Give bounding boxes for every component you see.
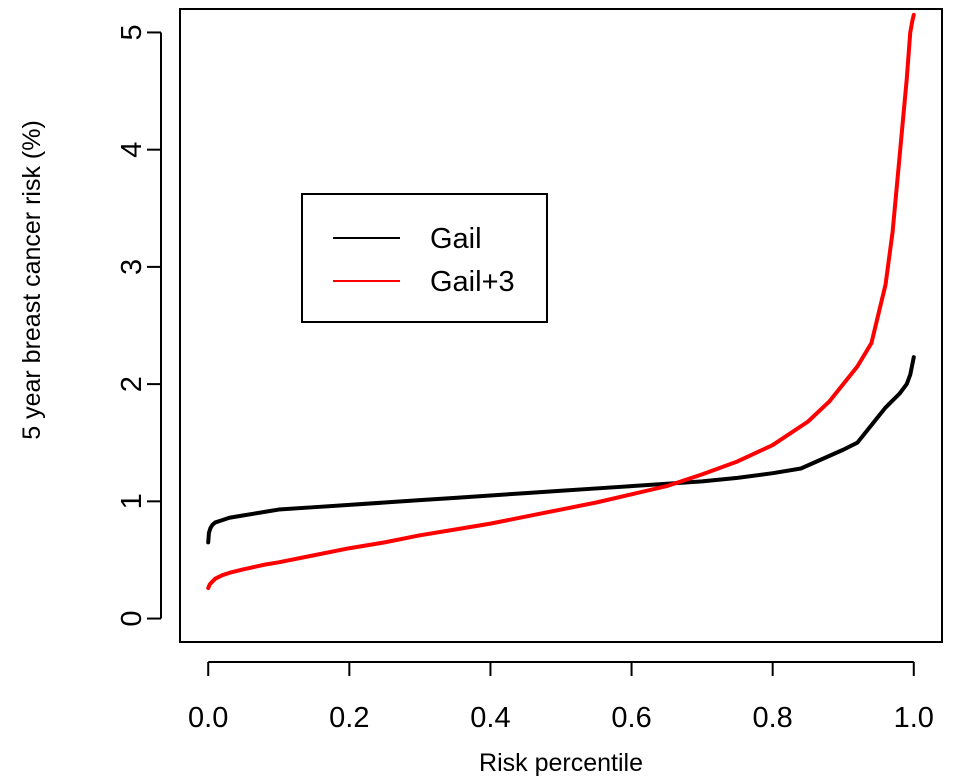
series-line-gail (206, 355, 916, 545)
y-axis: 0 1 2 3 4 5 (116, 24, 162, 627)
plot-frame (179, 8, 943, 643)
x-tick-label: 0.6 (611, 702, 651, 734)
y-tick-label: 5 (116, 24, 148, 40)
y-tick-label: 4 (116, 142, 148, 158)
x-tick-label: 0.4 (470, 702, 510, 734)
legend-label-gail-plus-3: Gail+3 (430, 266, 515, 298)
legend: Gail Gail+3 (301, 193, 548, 323)
y-tick-label: 1 (116, 493, 148, 509)
y-tick-label: 2 (116, 376, 148, 392)
legend-box (301, 193, 548, 323)
y-tick-label: 0 (116, 610, 148, 626)
x-tick-label: 0.2 (329, 702, 369, 734)
legend-label-gail: Gail (430, 223, 482, 255)
x-tick-label: 0.8 (753, 702, 793, 734)
x-axis: 0.0 0.2 0.4 0.6 0.8 1.0 (188, 661, 934, 734)
x-tick-label: 0.0 (188, 702, 228, 734)
series-layer (206, 12, 916, 591)
y-tick-label: 3 (116, 259, 148, 275)
x-axis-title: Risk percentile (479, 749, 643, 777)
series-line-gail-plus-3 (206, 12, 916, 591)
y-axis-title: 5 year breast cancer risk (%) (18, 120, 46, 440)
x-tick-label: 1.0 (894, 702, 934, 734)
